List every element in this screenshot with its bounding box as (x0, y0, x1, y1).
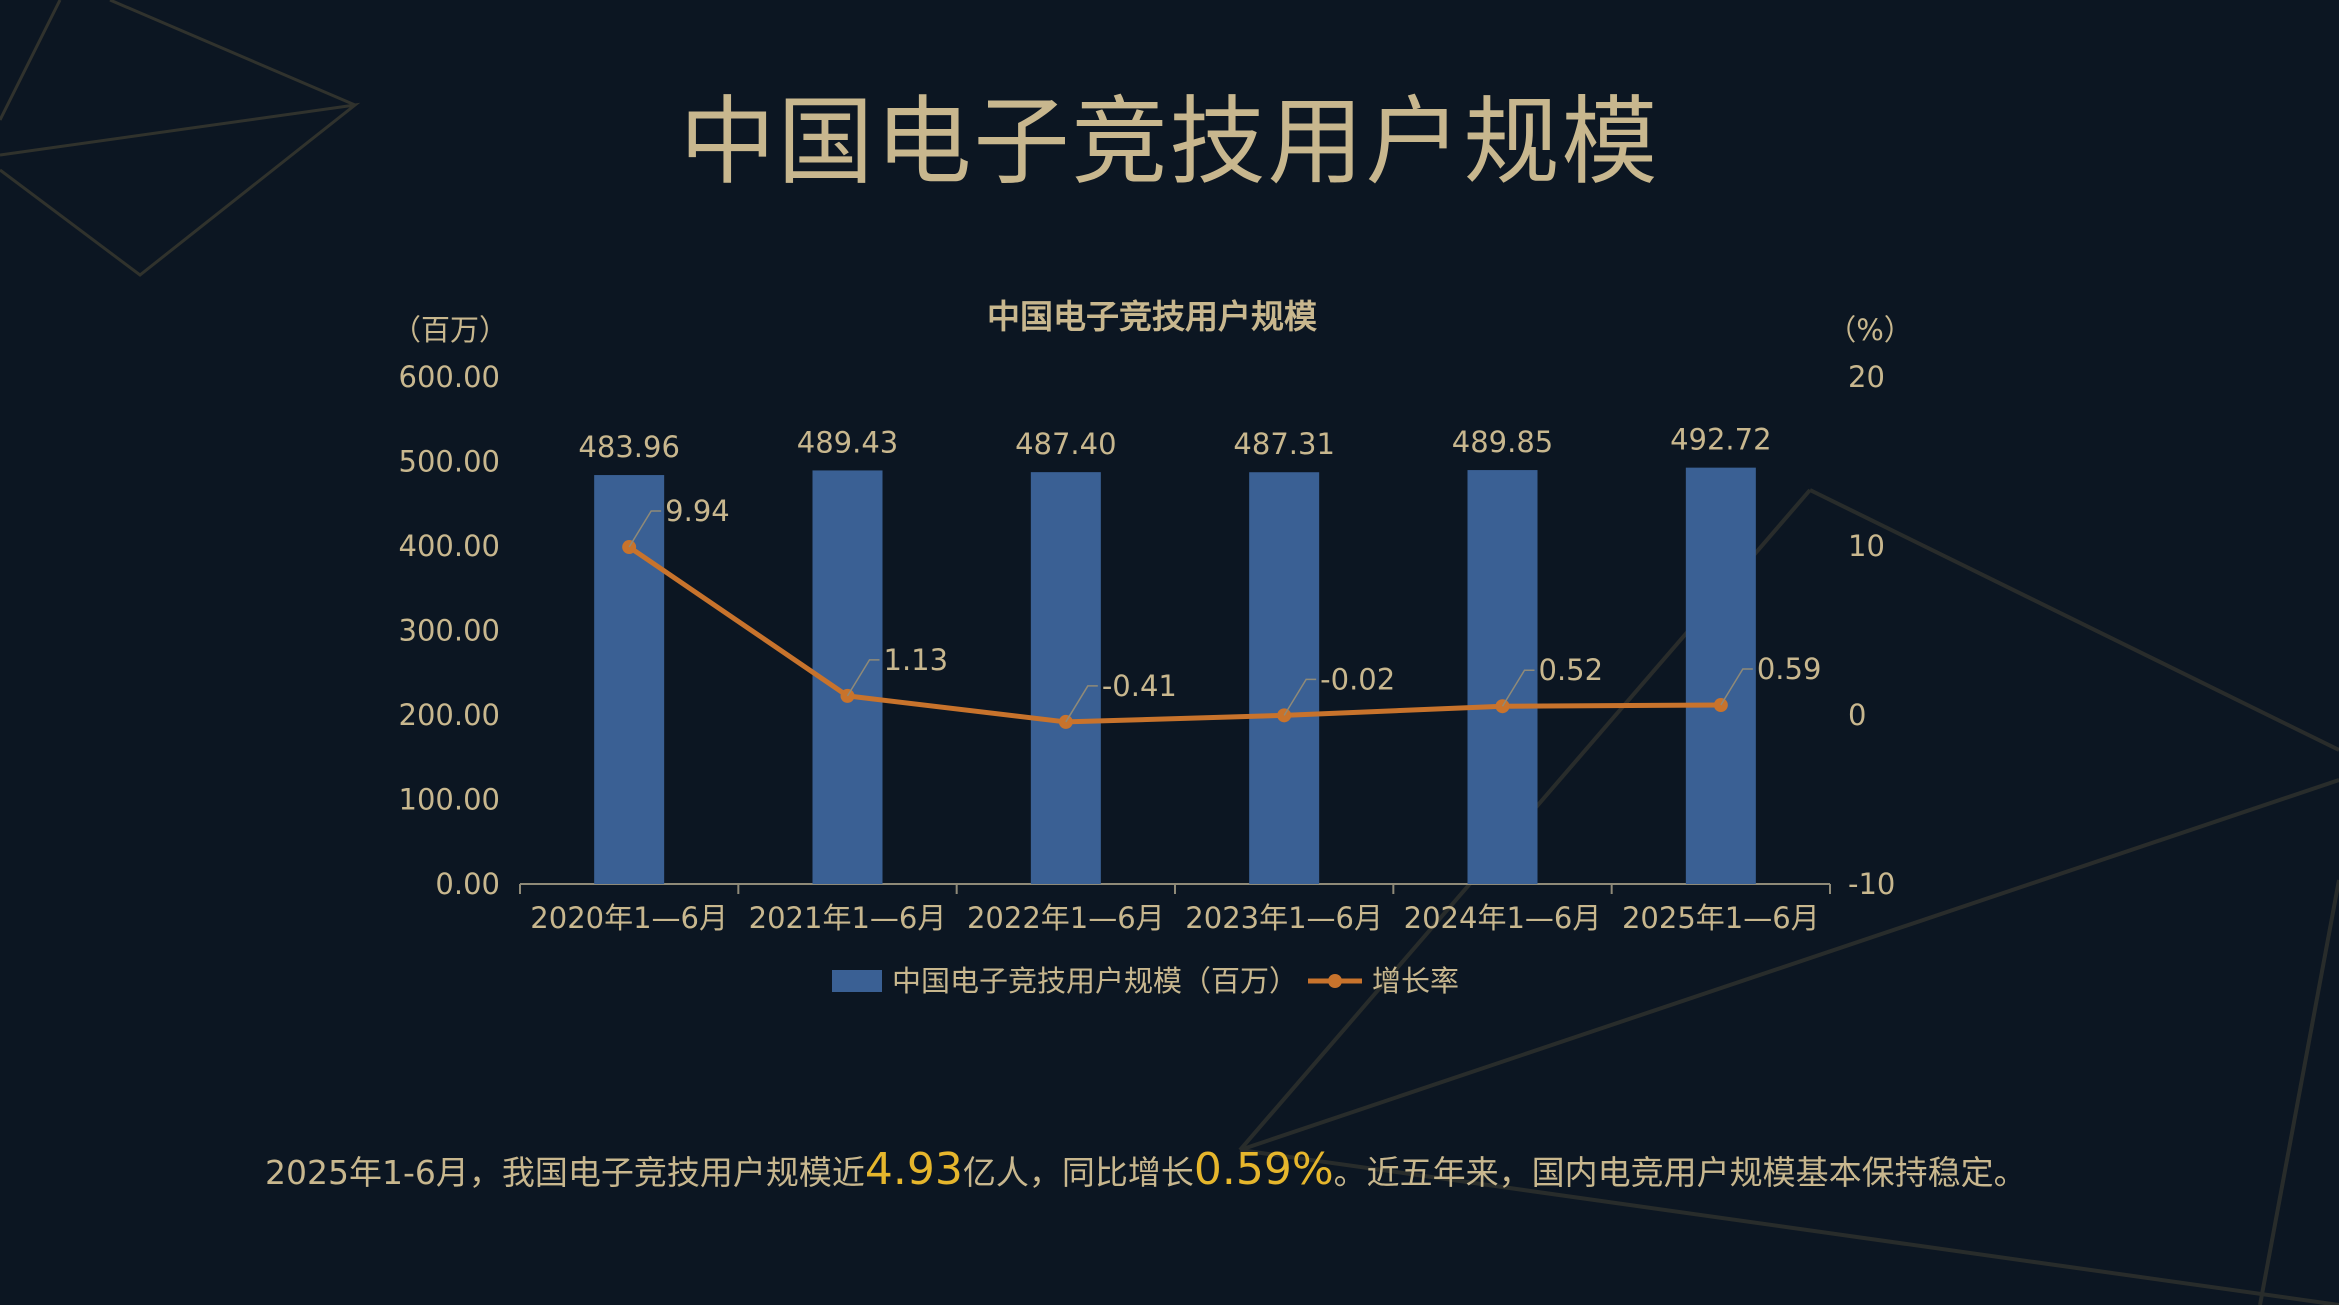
growth-rate-leader (846, 659, 880, 697)
growth-rate-leader (1283, 678, 1317, 716)
x-tick-label: 2025年1—6月 (1622, 901, 1820, 935)
summary-text: 2025年1-6月，我国电子竞技用户规模近4.93亿人，同比增长0.59%。近五… (265, 1140, 2265, 1203)
bar (594, 475, 665, 884)
growth-rate-label: -0.02 (1320, 662, 1395, 696)
right-y-tick-label: 0 (1848, 698, 1866, 732)
x-tick-label: 2023年1—6月 (1185, 901, 1383, 935)
left-y-tick-label: 200.00 (399, 698, 500, 732)
legend-bar-swatch (832, 970, 882, 992)
x-tick-label: 2021年1—6月 (749, 901, 947, 935)
growth-rate-label: 0.52 (1539, 653, 1604, 687)
page-title: 中国电子竞技用户规模 (679, 86, 1660, 198)
summary-part-3: 。近五年来，国内电竞用户规模基本保持稳定。 (1333, 1153, 2027, 1192)
bar (1249, 472, 1320, 884)
growth-rate-leader (628, 510, 662, 548)
x-tick-label: 2024年1—6月 (1404, 901, 1602, 935)
bar (1685, 467, 1756, 884)
left-y-tick-label: 600.00 (399, 360, 500, 394)
growth-rate-label: -0.41 (1102, 669, 1177, 703)
right-y-tick-label: -10 (1848, 867, 1895, 901)
x-tick-label: 2020年1—6月 (530, 901, 728, 935)
legend-bar-label: 中国电子竞技用户规模（百万） (892, 964, 1298, 998)
summary-highlight-users: 4.93 (864, 1144, 963, 1195)
bar-value-label: 489.85 (1452, 425, 1553, 459)
x-tick-label: 2022年1—6月 (967, 901, 1165, 935)
left-y-tick-label: 300.00 (399, 614, 500, 648)
bar (1467, 470, 1538, 884)
summary-part-1: 2025年1-6月，我国电子竞技用户规模近 (265, 1153, 865, 1192)
growth-rate-label: 1.13 (884, 643, 949, 677)
left-axis-unit: （百万） (392, 313, 508, 347)
chart-title: 中国电子竞技用户规模 (987, 297, 1318, 336)
left-y-tick-label: 100.00 (399, 783, 500, 817)
bar-value-label: 487.40 (1015, 427, 1116, 461)
bar-value-label: 492.72 (1670, 423, 1771, 457)
legend-line-marker (1328, 974, 1342, 988)
growth-rate-leader (1065, 685, 1098, 723)
right-y-tick-label: 20 (1848, 360, 1885, 394)
legend-line-label: 增长率 (1372, 964, 1459, 998)
bar (1030, 472, 1101, 884)
growth-rate-leader (1501, 669, 1535, 707)
bar-value-label: 487.31 (1233, 427, 1334, 461)
left-y-tick-label: 0.00 (435, 867, 500, 901)
growth-rate-line (627, 544, 1721, 725)
right-axis-unit: （%） (1827, 313, 1913, 347)
growth-rate-label: 9.94 (665, 494, 730, 528)
growth-rate-leader (1720, 668, 1753, 706)
growth-rate-label: 0.59 (1757, 652, 1822, 686)
left-y-tick-label: 400.00 (399, 529, 500, 563)
summary-highlight-growth: 0.59% (1193, 1144, 1334, 1195)
right-y-tick-label: 10 (1848, 529, 1885, 563)
left-y-tick-label: 500.00 (399, 445, 500, 479)
bar-value-label: 483.96 (578, 430, 679, 464)
summary-part-2: 亿人，同比增长 (962, 1153, 1194, 1192)
bar-value-label: 489.43 (797, 425, 898, 459)
